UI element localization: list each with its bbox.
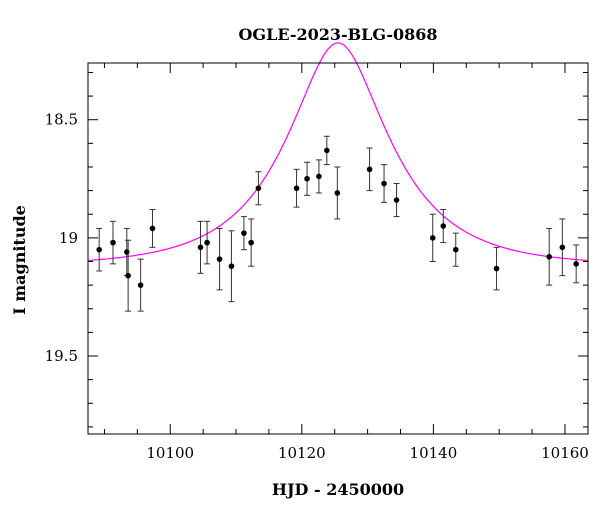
data-point (393, 183, 400, 218)
plot-frame (87, 62, 589, 435)
data-point (110, 220, 116, 265)
data-point (149, 209, 156, 248)
point-marker (216, 256, 223, 262)
x-tick-label: 10160 (541, 444, 589, 462)
point-marker (197, 244, 204, 251)
x-tick-label: 10100 (146, 444, 194, 462)
point-marker (393, 197, 400, 203)
x-tick-label: 10120 (278, 444, 326, 462)
point-marker (241, 230, 247, 236)
point-marker (248, 239, 254, 246)
point-marker (493, 265, 500, 272)
y-tick-label: 19 (59, 229, 78, 247)
data-point (493, 246, 500, 291)
point-marker (429, 235, 436, 241)
point-marker (573, 261, 579, 267)
point-marker (304, 175, 310, 182)
data-point (96, 227, 103, 272)
y-axis-label: I magnitude (10, 205, 29, 315)
x-tick-label: 10140 (410, 444, 458, 462)
model-layer (87, 42, 589, 262)
point-marker (255, 185, 262, 192)
model-curve (87, 42, 589, 262)
data-points (96, 135, 580, 312)
data-point (559, 218, 566, 277)
data-point (366, 147, 373, 192)
data-point (255, 171, 262, 206)
data-point (304, 161, 311, 196)
data-point (452, 232, 459, 267)
x-axis-label: HJD - 2450000 (272, 480, 404, 499)
data-point (137, 258, 144, 312)
point-marker (316, 173, 322, 180)
data-point (546, 227, 553, 286)
y-tick-label: 19.5 (45, 347, 78, 365)
data-point (573, 244, 580, 284)
point-marker (440, 223, 447, 229)
point-marker (546, 253, 552, 260)
point-marker (124, 249, 130, 255)
data-point (381, 164, 388, 203)
point-marker (366, 166, 373, 173)
data-point (216, 227, 223, 291)
point-marker (293, 185, 300, 192)
data-point (315, 159, 322, 194)
point-marker (137, 282, 144, 288)
point-marker (452, 246, 459, 253)
tick-layer: 10100 10120 10140 10160 18.5 19 19.5 (45, 63, 589, 462)
data-point (228, 230, 235, 303)
data-point (323, 135, 330, 166)
data-point (240, 216, 247, 251)
point-marker (110, 239, 116, 246)
data-point (197, 220, 204, 274)
point-marker (228, 263, 235, 270)
point-marker (381, 180, 387, 187)
point-marker (559, 244, 566, 251)
point-marker (125, 272, 131, 279)
point-marker (204, 239, 210, 246)
data-point (248, 218, 255, 267)
point-marker (324, 147, 330, 154)
data-point (204, 220, 211, 265)
data-point (334, 166, 341, 220)
data-point (125, 239, 132, 312)
chart-title: OGLE-2023-BLG-0868 (238, 25, 437, 44)
data-point (429, 213, 436, 262)
y-tick-label: 18.5 (45, 111, 78, 129)
data-point (293, 168, 300, 208)
point-marker (96, 246, 102, 253)
point-marker (334, 190, 341, 196)
data-point (440, 209, 447, 244)
point-marker (149, 225, 156, 232)
